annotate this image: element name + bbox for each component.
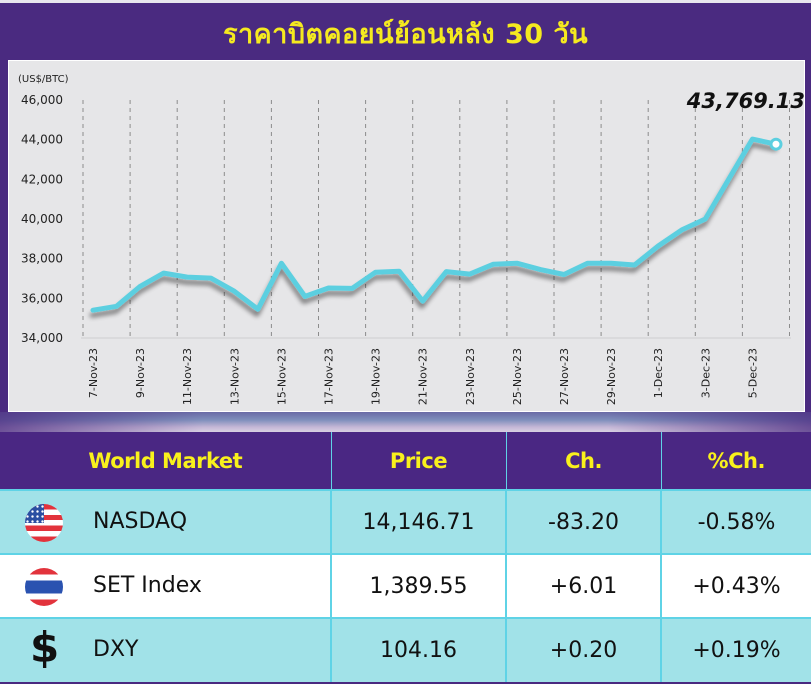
market-cell: SET Index [0, 553, 332, 618]
dollar-icon: $ [30, 623, 60, 672]
market-name: DXY [93, 637, 139, 662]
table-header-row: World Market Price Ch. %Ch. [0, 432, 811, 490]
y-axis-ticks: 46,000 44,000 42,000 40,000 38,000 36,000 34,0… [21, 93, 63, 345]
x-tick-label: 3-Dec-23 [699, 348, 712, 398]
world-market-table: World Market Price Ch. %Ch. NASDAQ 14,14… [0, 432, 811, 682]
change-cell: -83.20 [506, 489, 662, 554]
last-price-marker [769, 137, 783, 151]
btc-price-chart: (US$/BTC) 46,000 44,000 42,000 40,000 38,000… [18, 74, 805, 405]
top-edge [0, 0, 811, 3]
y-tick-label: 36,000 [21, 291, 63, 305]
thai-flag-icon [25, 568, 63, 606]
x-tick-label: 25-Nov-23 [511, 348, 524, 405]
x-axis-ticks: 7-Nov-23 9-Nov-23 11-Nov-23 13-Nov-23 15-Nov… [87, 348, 759, 405]
price-cell: 1,389.55 [331, 553, 507, 618]
change-cell: +6.01 [506, 553, 662, 618]
x-tick-label: 13-Nov-23 [228, 348, 241, 405]
y-tick-label: 44,000 [21, 133, 63, 147]
table-row-nasdaq: NASDAQ 14,146.71 -83.20 -0.58% [0, 489, 811, 554]
header-pct-change: %Ch. [661, 432, 811, 490]
table-row-dxy: $ DXY 104.16 +0.20 +0.19% [0, 617, 811, 682]
x-tick-label: 19-Nov-23 [370, 348, 383, 405]
vertical-gridlines [82, 100, 790, 338]
price-cell: 104.16 [331, 617, 507, 682]
market-cell: $ DXY [0, 617, 332, 682]
x-tick-label: 7-Nov-23 [87, 348, 100, 398]
price-cell: 14,146.71 [331, 489, 507, 554]
x-tick-label: 17-Nov-23 [323, 348, 336, 405]
y-tick-label: 42,000 [21, 172, 63, 186]
header-change: Ch. [506, 432, 662, 490]
x-tick-label: 9-Nov-23 [134, 348, 147, 398]
btc-price-line [90, 136, 779, 313]
x-tick-label: 21-Nov-23 [417, 348, 430, 405]
y-tick-label: 46,000 [21, 93, 63, 107]
header-price: Price [331, 432, 507, 490]
divider-strip [0, 412, 811, 432]
y-tick-label: 38,000 [21, 252, 63, 266]
pct-change-cell: +0.19% [661, 617, 811, 682]
y-tick-label: 40,000 [21, 212, 63, 226]
x-tick-label: 27-Nov-23 [558, 348, 571, 405]
x-tick-label: 5-Dec-23 [746, 348, 759, 398]
table-row-set-index: SET Index 1,389.55 +6.01 +0.43% [0, 553, 811, 618]
market-name: NASDAQ [93, 509, 188, 534]
us-flag-icon [25, 504, 63, 542]
x-tick-label: 29-Nov-23 [605, 348, 618, 405]
x-tick-label: 11-Nov-23 [181, 348, 194, 405]
market-name: SET Index [93, 573, 202, 598]
chart-panel: (US$/BTC) 46,000 44,000 42,000 40,000 38,000… [8, 60, 805, 412]
pct-change-cell: -0.58% [661, 489, 811, 554]
x-tick-label: 1-Dec-23 [652, 348, 665, 398]
header-world-market: World Market [0, 432, 332, 490]
last-price-annotation: 43,769.13 [686, 89, 805, 113]
page-title: ราคาบิตคอยน์ย้อนหลัง 30 วัน [222, 19, 589, 50]
x-tick-label: 15-Nov-23 [275, 348, 288, 405]
pct-change-cell: +0.43% [661, 553, 811, 618]
y-axis-unit-label: (US$/BTC) [18, 74, 69, 85]
change-cell: +0.20 [506, 617, 662, 682]
x-tick-label: 23-Nov-23 [464, 348, 477, 405]
y-tick-label: 34,000 [21, 331, 63, 345]
market-cell: NASDAQ [0, 489, 332, 554]
